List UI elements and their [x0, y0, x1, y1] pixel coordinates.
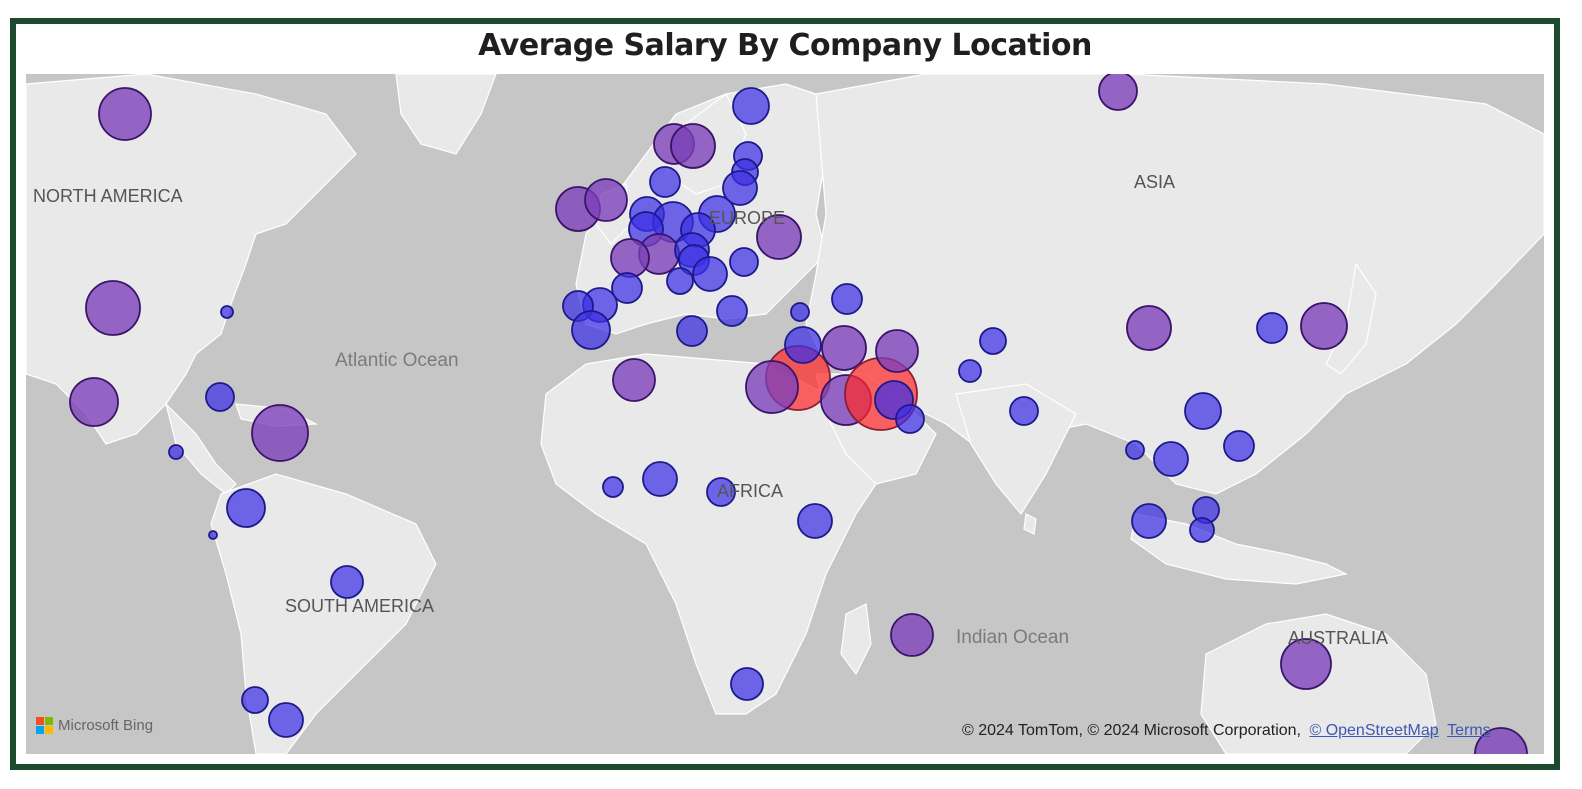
salary-bubble[interactable]: [1474, 727, 1528, 754]
salary-bubble[interactable]: [745, 360, 799, 414]
land-greenland: [395, 74, 497, 155]
salary-bubble[interactable]: [1300, 302, 1348, 350]
salary-bubble[interactable]: [831, 283, 863, 315]
salary-bubble[interactable]: [268, 702, 304, 738]
salary-bubble[interactable]: [722, 170, 758, 206]
salary-bubble[interactable]: [612, 358, 656, 402]
land-madagascar: [840, 603, 872, 676]
terms-link[interactable]: Terms: [1447, 722, 1491, 739]
label-north-america: NORTH AMERICA: [33, 186, 183, 206]
salary-bubble[interactable]: [895, 404, 925, 434]
visual-frame: Average Salary By Company Location: [10, 18, 1560, 770]
label-indian-ocean: Indian Ocean: [956, 627, 1070, 648]
salary-bubble[interactable]: [1125, 440, 1145, 460]
salary-bubble[interactable]: [1131, 503, 1167, 539]
label-africa: AFRICA: [717, 481, 784, 501]
salary-bubble[interactable]: [875, 329, 919, 373]
salary-bubble[interactable]: [958, 359, 982, 383]
label-europe: EUROPE: [709, 208, 786, 228]
salary-bubble[interactable]: [716, 295, 748, 327]
salary-bubble[interactable]: [251, 404, 309, 462]
salary-bubble[interactable]: [98, 87, 152, 141]
salary-bubble[interactable]: [1280, 638, 1332, 690]
salary-bubble[interactable]: [979, 327, 1007, 355]
salary-bubble[interactable]: [821, 325, 867, 371]
salary-bubble[interactable]: [571, 310, 611, 350]
salary-bubble[interactable]: [168, 444, 184, 460]
map-canvas[interactable]: NORTH AMERICA Atlantic Ocean EUROPE ASIA…: [26, 74, 1544, 754]
salary-bubble[interactable]: [602, 476, 624, 498]
map-svg: [26, 74, 1544, 754]
label-atlantic-ocean: Atlantic Ocean: [335, 350, 459, 371]
salary-bubble[interactable]: [732, 87, 770, 125]
land-india: [955, 383, 1077, 516]
salary-bubble[interactable]: [1184, 392, 1222, 430]
salary-bubble[interactable]: [649, 166, 681, 198]
salary-bubble[interactable]: [1126, 305, 1172, 351]
attribution-text: © 2024 TomTom, © 2024 Microsoft Corporat…: [962, 722, 1301, 739]
salary-bubble[interactable]: [790, 302, 810, 322]
salary-bubble[interactable]: [85, 280, 141, 336]
salary-bubble[interactable]: [756, 214, 802, 260]
land-srilanka: [1023, 513, 1037, 535]
salary-bubble[interactable]: [208, 530, 218, 540]
salary-bubbles: [69, 74, 1528, 754]
label-asia: ASIA: [1134, 172, 1176, 192]
map-attribution: © 2024 TomTom, © 2024 Microsoft Corporat…: [962, 722, 1491, 740]
salary-bubble[interactable]: [797, 503, 833, 539]
salary-bubble[interactable]: [611, 272, 643, 304]
label-south-america: SOUTH AMERICA: [285, 596, 435, 616]
salary-bubble[interactable]: [729, 247, 759, 277]
salary-bubble[interactable]: [890, 613, 934, 657]
salary-bubble[interactable]: [1189, 517, 1215, 543]
salary-bubble[interactable]: [1153, 441, 1189, 477]
salary-bubble[interactable]: [692, 256, 728, 292]
salary-bubble[interactable]: [670, 123, 716, 169]
bing-logo: Microsoft Bing: [36, 717, 153, 734]
bing-label: Microsoft Bing: [58, 717, 154, 734]
land-south-america: [210, 473, 437, 754]
salary-bubble[interactable]: [706, 477, 736, 507]
chart-title: Average Salary By Company Location: [478, 28, 1092, 63]
land-africa: [540, 353, 897, 715]
salary-bubble[interactable]: [610, 238, 650, 278]
salary-bubble[interactable]: [241, 686, 269, 714]
salary-bubble[interactable]: [226, 488, 266, 528]
salary-bubble[interactable]: [1256, 312, 1288, 344]
salary-bubble[interactable]: [220, 305, 234, 319]
salary-bubble[interactable]: [730, 667, 764, 701]
salary-bubble[interactable]: [1098, 74, 1138, 111]
openstreetmap-link[interactable]: © OpenStreetMap: [1309, 722, 1439, 739]
salary-bubble[interactable]: [784, 326, 822, 364]
salary-bubble[interactable]: [69, 377, 119, 427]
salary-bubble[interactable]: [330, 565, 364, 599]
salary-bubble[interactable]: [642, 461, 678, 497]
land-indonesia: [1130, 513, 1348, 585]
label-australia: AUSTRALIA: [1288, 628, 1389, 648]
salary-bubble[interactable]: [1009, 396, 1039, 426]
salary-bubble[interactable]: [676, 315, 708, 347]
salary-bubble[interactable]: [205, 382, 235, 412]
salary-bubble[interactable]: [1223, 430, 1255, 462]
microsoft-logo-icon: [36, 717, 53, 734]
salary-bubble[interactable]: [666, 267, 694, 295]
salary-bubble[interactable]: [584, 178, 628, 222]
